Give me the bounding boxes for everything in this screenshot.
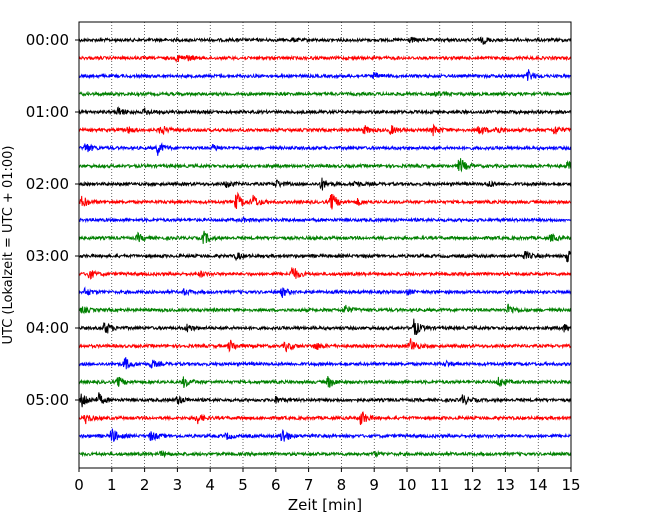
x-tick-label: 3 [173, 476, 183, 494]
y-axis-label: UTC (Lokalzeit = UTC + 01:00) [1, 146, 16, 345]
y-tick-label: 04:00 [26, 319, 69, 337]
x-tick-label: 9 [369, 476, 379, 494]
seismic-trace [78, 142, 572, 156]
x-tick-label: 4 [205, 476, 215, 494]
grid-lines [111, 22, 539, 468]
seismic-trace [78, 318, 572, 336]
seismic-trace [78, 303, 572, 315]
x-tick-label: 11 [430, 476, 449, 494]
x-tick-label: 1 [107, 476, 117, 494]
seismic-trace [78, 36, 572, 45]
seismic-trace [78, 267, 572, 280]
seismic-trace [78, 215, 572, 224]
y-tick-label: 00:00 [26, 31, 69, 49]
x-tick-label: 7 [304, 476, 314, 494]
x-tick-label: 15 [561, 476, 580, 494]
seismic-trace [78, 106, 572, 116]
x-tick-label: 0 [74, 476, 84, 494]
seismic-trace [78, 449, 572, 459]
x-tick-label: 2 [140, 476, 150, 494]
y-tick-label: 01:00 [26, 103, 69, 121]
x-tick-label: 6 [271, 476, 281, 494]
seismic-trace [78, 90, 572, 98]
seismic-trace [78, 54, 572, 63]
seismic-trace [78, 69, 572, 81]
x-tick-label: 8 [337, 476, 347, 494]
seismic-trace [78, 338, 572, 353]
y-tick-label: 05:00 [26, 391, 69, 409]
x-axis-label: Zeit [min] [288, 496, 362, 514]
x-tick-label: 5 [238, 476, 248, 494]
seismic-trace [78, 376, 572, 388]
seismic-trace [78, 428, 572, 442]
seismic-trace [78, 411, 572, 426]
x-tick-label: 14 [529, 476, 548, 494]
x-axis-ticks: 0 1 2 3 4 5 6 7 8 9 10 11 12 13 14 15 [74, 468, 581, 494]
seismic-trace [78, 158, 572, 173]
seismic-traces [78, 36, 572, 459]
y-axis-ticks: 00:00 01:00 02:00 03:00 04:00 05:00 [26, 31, 79, 409]
x-tick-label: 12 [463, 476, 482, 494]
seismic-trace [78, 250, 572, 263]
seismic-trace [78, 191, 572, 210]
seismic-trace [78, 123, 571, 137]
seismic-trace [78, 286, 572, 298]
y-tick-label: 02:00 [26, 175, 69, 193]
x-tick-label: 13 [496, 476, 515, 494]
seismic-trace [78, 230, 572, 244]
seismic-trace [78, 392, 572, 408]
plot-frame [78, 21, 572, 469]
seismic-trace [78, 177, 572, 191]
y-tick-label: 03:00 [26, 247, 69, 265]
seismic-trace [78, 357, 572, 370]
x-tick-label: 10 [397, 476, 416, 494]
